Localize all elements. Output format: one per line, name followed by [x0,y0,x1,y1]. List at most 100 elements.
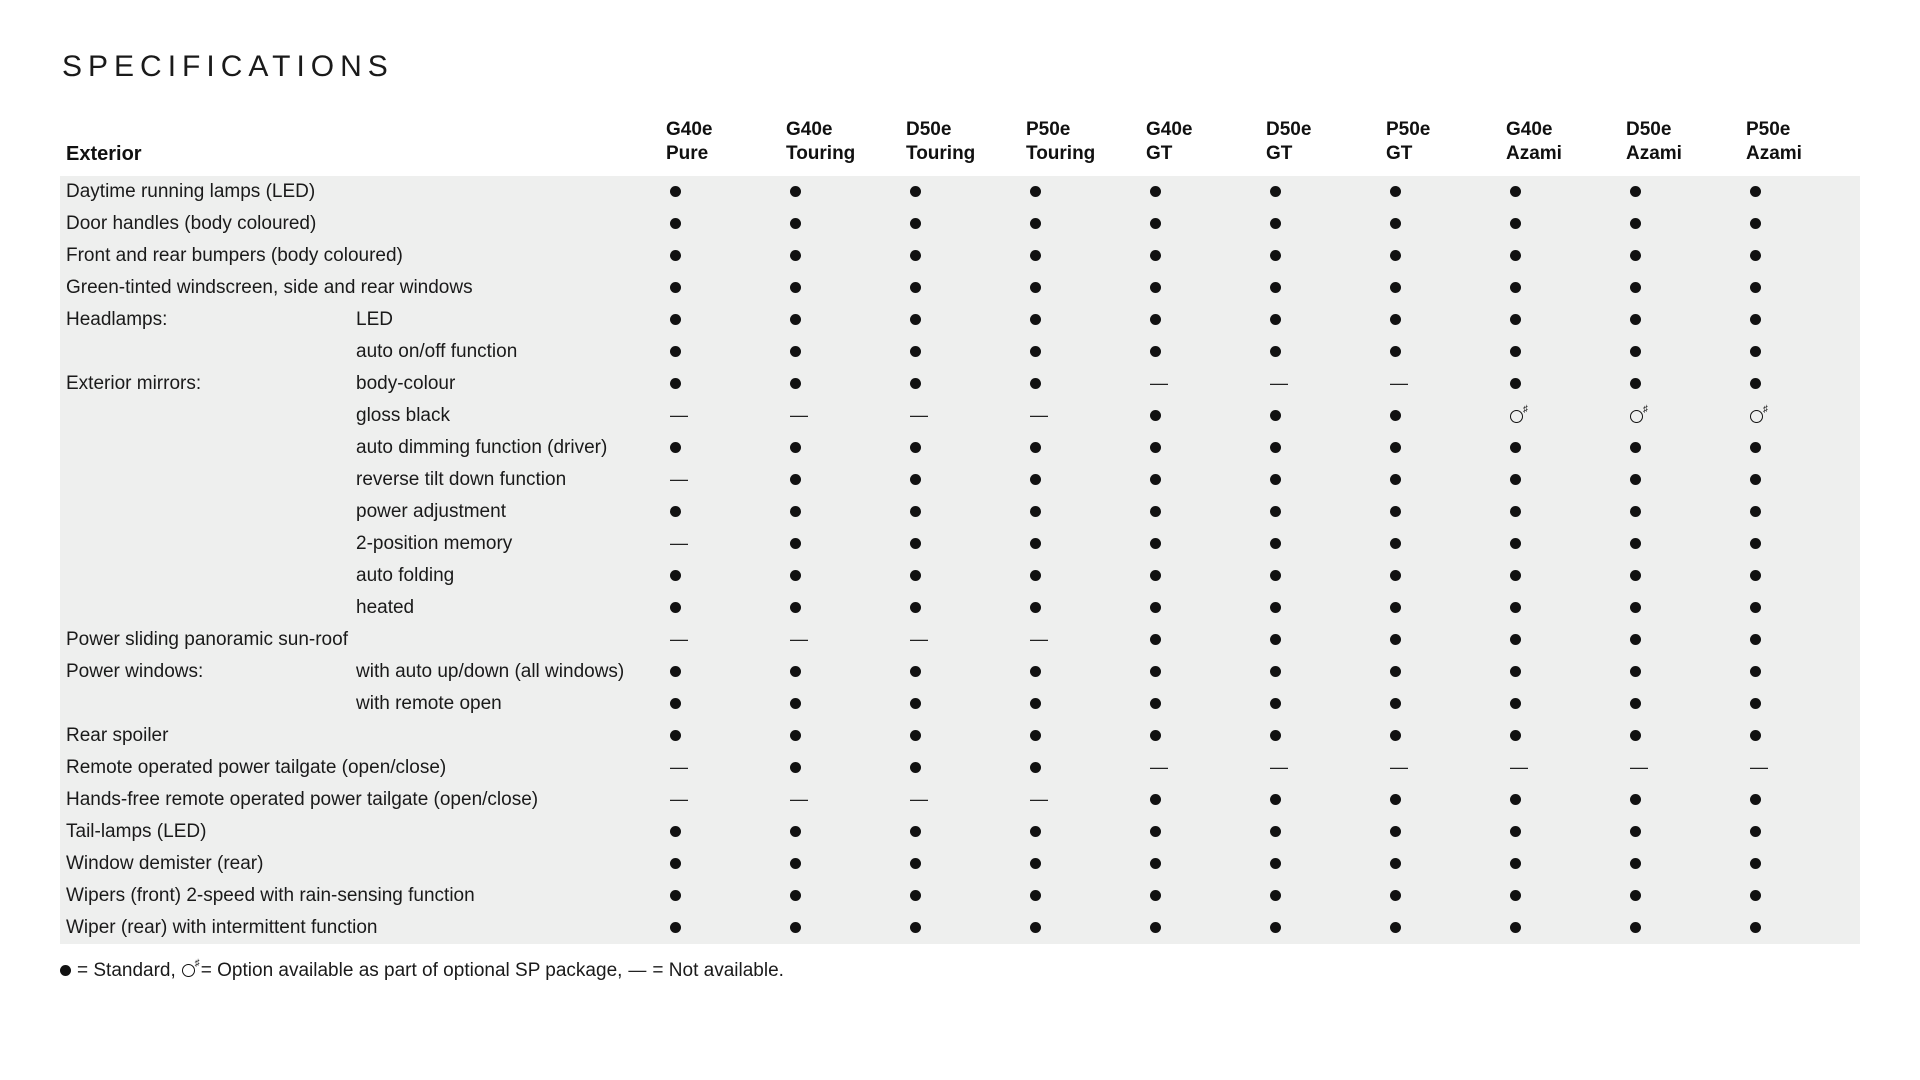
trim-header: G40eAzami [1500,112,1620,176]
spec-cell [900,912,1020,944]
standard-icon [1630,794,1641,805]
standard-icon [670,250,681,261]
spec-cell [1020,272,1140,304]
spec-cell [1260,656,1380,688]
spec-cell [1260,624,1380,656]
na-icon: — [1030,789,1048,810]
spec-cell [1740,720,1860,752]
spec-cell [1140,688,1260,720]
spec-cell [1740,784,1860,816]
na-icon: — [1390,757,1408,778]
spec-cell [780,592,900,624]
standard-icon [1510,602,1521,613]
standard-icon [1510,730,1521,741]
standard-icon [1270,730,1281,741]
standard-icon [1750,794,1761,805]
spec-cell [660,880,780,912]
spec-cell [780,752,900,784]
table-row: Power sliding panoramic sun-roof———— [60,624,1860,656]
spec-cell [1620,336,1740,368]
spec-cell [1380,336,1500,368]
table-row: Exterior mirrors:body-colour——— [60,368,1860,400]
spec-cell [1260,880,1380,912]
standard-icon [910,890,921,901]
na-icon: — [628,960,646,981]
spec-cell [1380,432,1500,464]
spec-cell [1140,592,1260,624]
standard-icon [1750,666,1761,677]
standard-icon [1390,730,1401,741]
standard-icon [1150,634,1161,645]
spec-cell [1260,912,1380,944]
standard-icon [790,826,801,837]
spec-cell [1020,528,1140,560]
table-row: Rear spoiler [60,720,1860,752]
standard-icon [1510,378,1521,389]
legend-na: = Not available. [652,960,784,982]
spec-cell [1020,688,1140,720]
spec-cell [1140,464,1260,496]
spec-cell [780,272,900,304]
spec-cell [1380,816,1500,848]
spec-cell [780,368,900,400]
spec-cell [1260,848,1380,880]
spec-cell [900,336,1020,368]
spec-cell [1020,336,1140,368]
standard-icon [1150,250,1161,261]
standard-icon [1270,346,1281,357]
table-row: Power windows:with auto up/down (all win… [60,656,1860,688]
spec-cell [1380,304,1500,336]
standard-icon [1510,442,1521,453]
feature-sublabel: power adjustment [350,496,660,528]
standard-icon [1630,218,1641,229]
spec-cell [780,432,900,464]
spec-cell [1140,656,1260,688]
spec-cell [1260,592,1380,624]
standard-icon [1390,890,1401,901]
standard-icon [670,570,681,581]
spec-cell: — [900,784,1020,816]
standard-icon [790,730,801,741]
standard-icon [1390,634,1401,645]
spec-cell [1140,304,1260,336]
spec-cell [1020,304,1140,336]
standard-icon [910,602,921,613]
table-row: Door handles (body coloured) [60,208,1860,240]
spec-cell [1140,624,1260,656]
na-icon: — [1630,757,1648,778]
standard-icon [910,698,921,709]
spec-cell [1740,816,1860,848]
standard-icon [1270,826,1281,837]
spec-cell [1380,496,1500,528]
spec-cell [1380,400,1500,432]
spec-cell [1140,528,1260,560]
spec-cell [1620,464,1740,496]
feature-label: Exterior mirrors: [60,368,350,400]
standard-icon [670,218,681,229]
spec-cell [900,560,1020,592]
spec-cell [1260,304,1380,336]
standard-icon [1030,442,1041,453]
standard-icon [670,826,681,837]
standard-icon [670,442,681,453]
standard-icon [1630,378,1641,389]
standard-icon [1510,922,1521,933]
table-row: Tail-lamps (LED) [60,816,1860,848]
standard-icon [1030,602,1041,613]
spec-cell [660,656,780,688]
feature-label [60,560,350,592]
feature-label: Window demister (rear) [60,848,660,880]
spec-cell [1260,432,1380,464]
standard-icon [1630,474,1641,485]
feature-label: Rear spoiler [60,720,660,752]
spec-cell [780,336,900,368]
standard-icon [1150,282,1161,293]
spec-cell [900,848,1020,880]
standard-icon [1030,186,1041,197]
standard-icon [1030,218,1041,229]
spec-cell [1500,208,1620,240]
spec-cell [900,880,1020,912]
spec-cell [1260,176,1380,208]
standard-icon [910,826,921,837]
standard-icon [1270,890,1281,901]
